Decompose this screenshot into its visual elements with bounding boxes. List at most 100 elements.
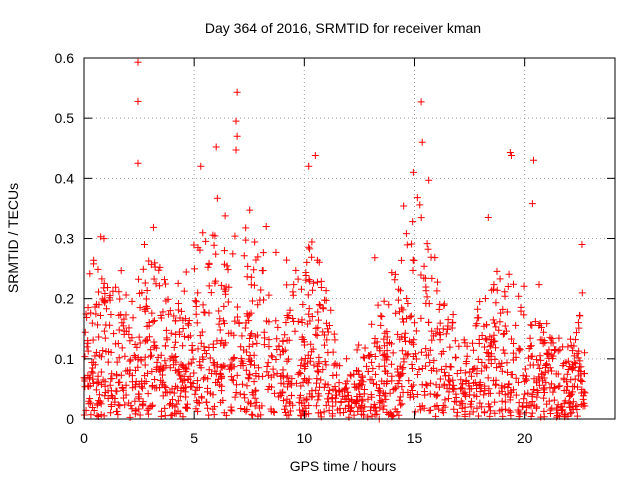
data-point — [211, 279, 219, 287]
data-point — [333, 371, 341, 379]
data-point — [411, 408, 419, 416]
data-point — [194, 345, 202, 353]
data-point — [213, 337, 221, 345]
data-point — [428, 274, 436, 282]
axis-ticks — [83, 57, 615, 420]
data-point — [174, 407, 182, 415]
data-point — [408, 361, 416, 369]
data-point — [519, 402, 527, 410]
data-point — [399, 369, 407, 377]
data-point — [515, 399, 523, 407]
data-point — [418, 138, 426, 146]
data-point — [391, 276, 399, 284]
data-point — [288, 381, 296, 389]
data-point — [397, 256, 405, 264]
x-tick-label: 15 — [407, 430, 423, 446]
data-point — [391, 405, 399, 413]
data-point — [174, 299, 182, 307]
data-point — [247, 331, 255, 339]
data-point — [320, 341, 328, 349]
data-point — [215, 320, 223, 328]
data-point — [136, 304, 144, 312]
data-point — [422, 345, 430, 353]
data-point — [329, 410, 337, 418]
data-point — [248, 388, 256, 396]
data-point — [259, 267, 267, 275]
data-point — [377, 312, 385, 320]
data-point — [376, 399, 384, 407]
data-point — [313, 375, 321, 383]
data-point — [452, 398, 460, 406]
data-point — [542, 360, 550, 368]
data-point — [280, 405, 288, 413]
data-point — [323, 395, 331, 403]
data-point — [386, 389, 394, 397]
data-point — [530, 386, 538, 394]
data-point — [521, 378, 529, 386]
data-point — [505, 380, 513, 388]
data-point — [220, 317, 228, 325]
data-point — [199, 301, 207, 309]
data-point — [232, 146, 240, 154]
data-point — [554, 409, 562, 417]
data-point — [303, 395, 311, 403]
data-point — [324, 381, 332, 389]
data-point — [440, 368, 448, 376]
data-point — [578, 386, 586, 394]
data-point — [413, 390, 421, 398]
data-point — [500, 330, 508, 338]
data-point — [298, 356, 306, 364]
data-point — [302, 396, 310, 404]
data-point — [533, 356, 541, 364]
data-point — [272, 248, 280, 256]
data-point — [240, 391, 248, 399]
data-point — [473, 404, 481, 412]
data-point — [457, 376, 465, 384]
data-point — [305, 243, 313, 251]
data-point — [88, 319, 96, 327]
data-point — [368, 358, 376, 366]
data-point — [343, 355, 351, 363]
data-point — [304, 359, 312, 367]
y-tick-label: 0.6 — [55, 50, 75, 66]
data-point — [287, 392, 295, 400]
data-point — [529, 156, 537, 164]
data-point — [480, 391, 488, 399]
data-point — [399, 315, 407, 323]
data-point — [267, 352, 275, 360]
data-point — [197, 162, 205, 170]
data-point — [103, 305, 111, 313]
data-point — [247, 273, 255, 281]
data-point — [485, 390, 493, 398]
data-point — [84, 304, 92, 312]
data-point — [552, 370, 560, 378]
data-point — [100, 284, 108, 292]
data-point — [481, 409, 489, 417]
data-point — [355, 341, 363, 349]
data-point — [298, 319, 306, 327]
data-point — [255, 373, 263, 381]
data-point — [179, 342, 187, 350]
data-point — [416, 201, 424, 209]
data-point — [320, 383, 328, 391]
data-point — [542, 379, 550, 387]
data-point — [162, 342, 170, 350]
data-point — [329, 385, 337, 393]
data-point — [308, 312, 316, 320]
data-point — [297, 369, 305, 377]
data-point — [503, 368, 511, 376]
data-point — [305, 276, 313, 284]
data-point — [115, 311, 123, 319]
data-point — [547, 351, 555, 359]
data-point — [188, 341, 196, 349]
data-point — [212, 250, 220, 258]
data-point — [471, 378, 479, 386]
data-point — [127, 402, 135, 410]
data-point — [423, 382, 431, 390]
y-tick-label: 0.2 — [55, 291, 75, 307]
data-point — [306, 245, 314, 253]
data-point — [131, 341, 139, 349]
data-point — [351, 383, 359, 391]
data-point — [431, 254, 439, 262]
data-point — [106, 321, 114, 329]
